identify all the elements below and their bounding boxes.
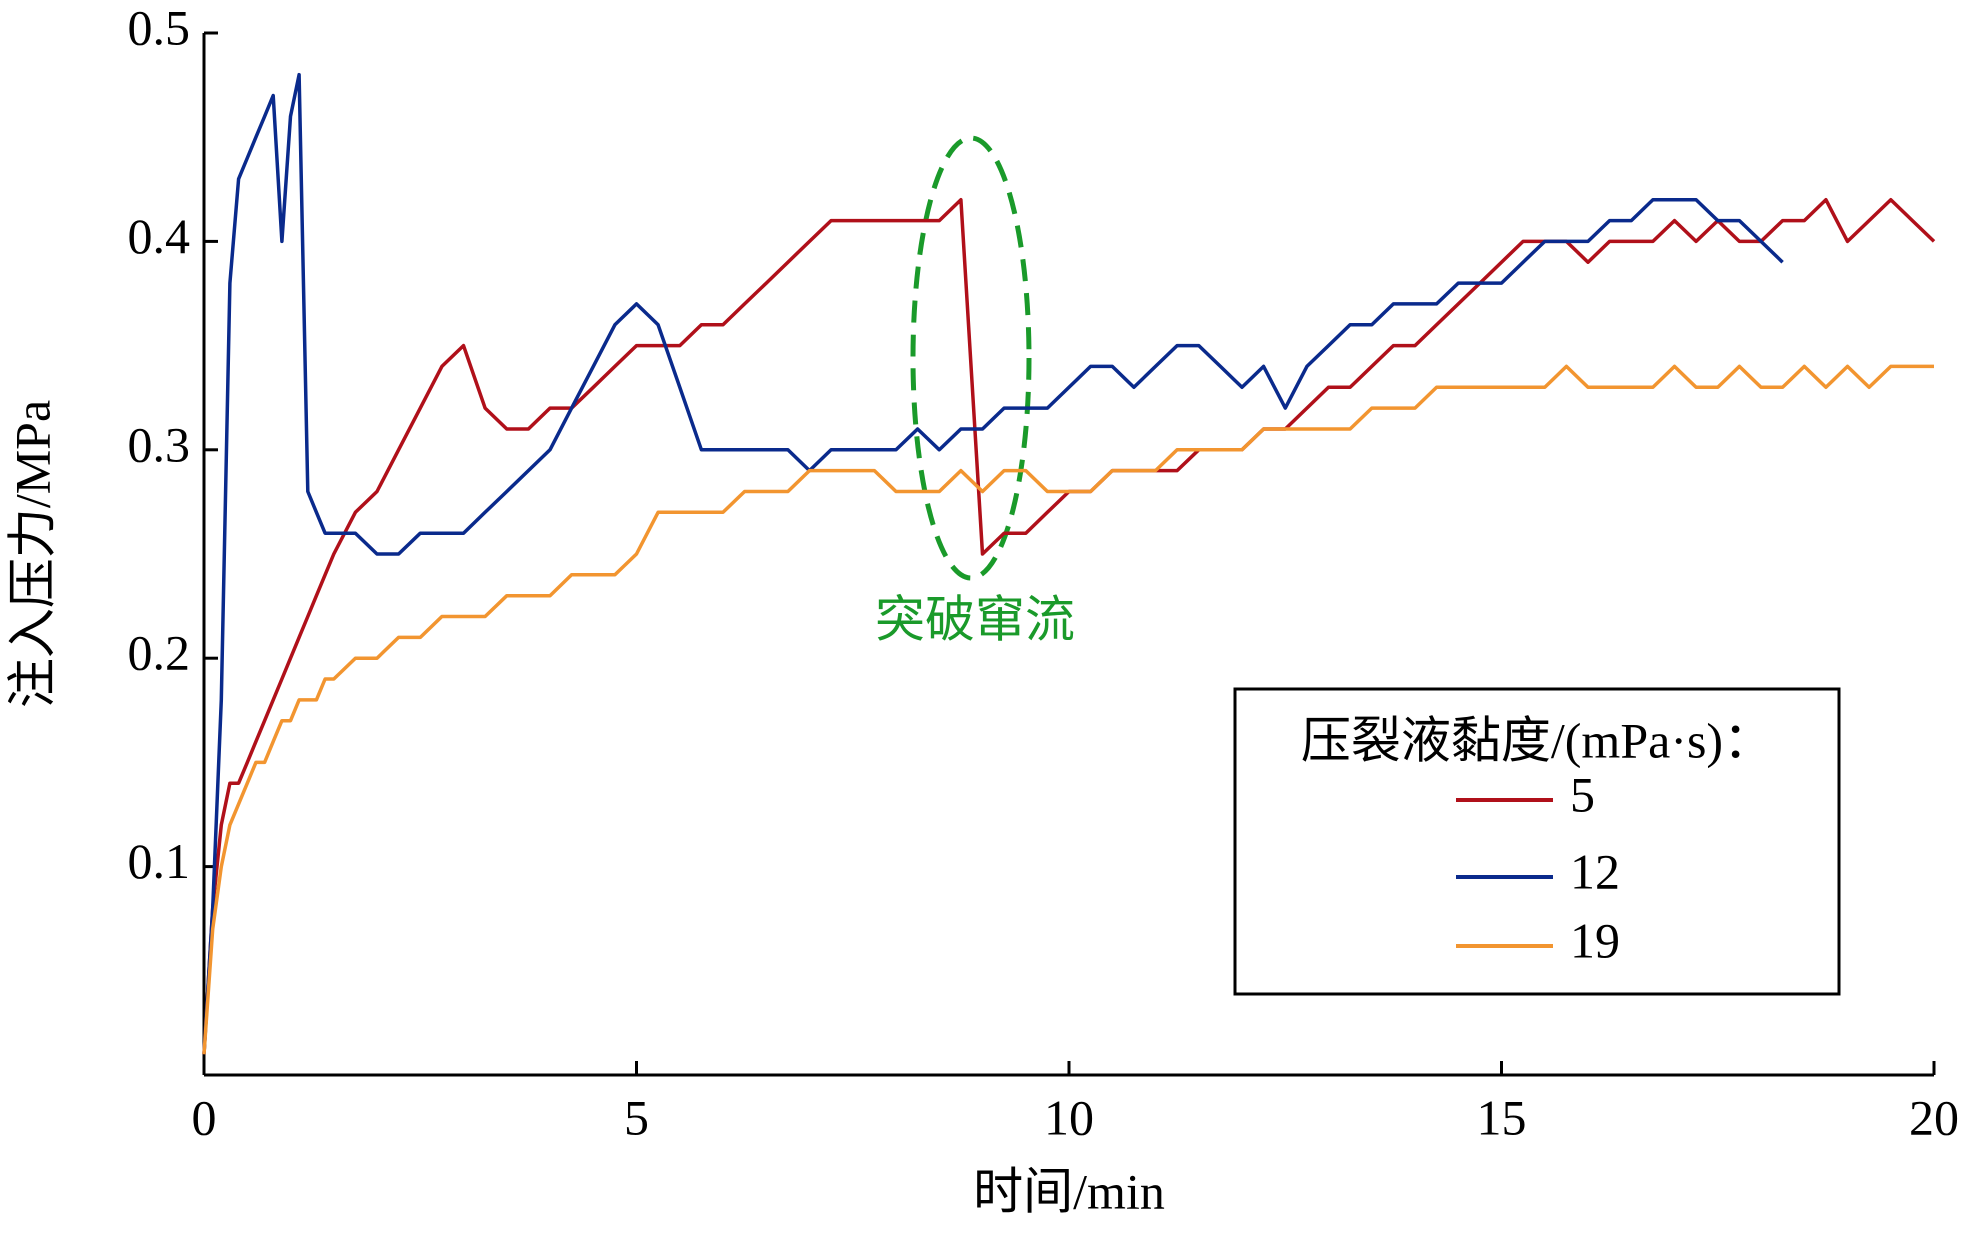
legend-label: 19: [1570, 912, 1620, 968]
series-line: [202, 72, 1784, 1055]
x-tick-label: 15: [1477, 1089, 1527, 1145]
y-tick-label: 0.2: [128, 625, 191, 681]
y-axis-label: 注入压力/MPa: [4, 400, 60, 708]
x-tick-label: 20: [1909, 1089, 1959, 1145]
legend-label: 12: [1570, 843, 1620, 899]
legend-box: [1233, 687, 1841, 996]
legend-label: 5: [1570, 766, 1595, 822]
highlight-ellipse: [910, 135, 1032, 581]
series-line: [202, 364, 1934, 1055]
series-line: [202, 197, 1936, 1055]
y-tick-label: 0.1: [128, 833, 191, 889]
x-tick-label: 5: [624, 1089, 649, 1145]
x-axis-label: 时间/min: [973, 1163, 1165, 1219]
legend-title: 压裂液黏度/(mPa·s)：: [1301, 712, 1773, 768]
x-tick-label: 0: [192, 1089, 217, 1145]
annotation: 突破窜流: [875, 591, 1075, 647]
y-tick-label: 0.3: [128, 416, 191, 472]
y-tick-label: 0.4: [128, 208, 191, 264]
y-tick-label: 0.5: [128, 0, 191, 55]
x-tick-label: 10: [1044, 1089, 1094, 1145]
